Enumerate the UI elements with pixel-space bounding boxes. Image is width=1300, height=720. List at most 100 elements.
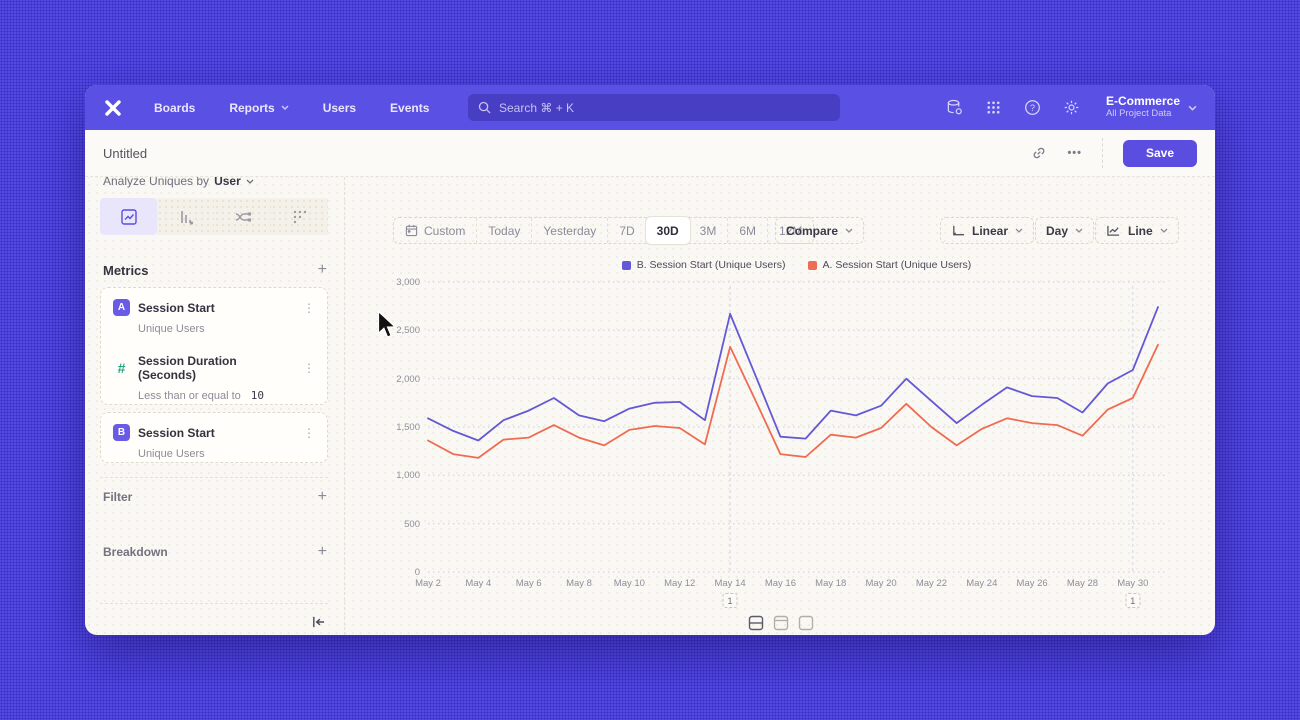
metric-subtitle[interactable]: Unique Users (138, 323, 205, 335)
metric-title: Session Start (138, 300, 215, 315)
metric-row-duration[interactable]: # Session Duration (Seconds) ⋮ Less than… (101, 354, 327, 402)
bar-chart-tab-icon (180, 210, 193, 225)
x-tick-label: May 6 (515, 578, 542, 589)
query-builder-sidebar: Analyze Uniques by User (85, 177, 345, 635)
y-tick-label: 2,500 (396, 325, 420, 337)
chart-legend: B. Session Start (Unique Users) A. Sessio… (428, 259, 1165, 271)
chevron-down-icon (1188, 105, 1197, 111)
line-chart-icon (1106, 224, 1121, 237)
nav-item-users[interactable]: Users (322, 100, 357, 115)
date-range-selector: Custom Today Yesterday 7D 30D 3M 6M 12M (393, 217, 815, 244)
kebab-menu-icon[interactable]: ⋮ (303, 361, 315, 375)
metric-condition[interactable]: Less than or equal to 10 (138, 389, 264, 402)
metric-title: Session Duration (Seconds) (138, 354, 237, 382)
split-view-icon[interactable] (748, 615, 764, 631)
x-tick-label: May 30 (1117, 578, 1149, 589)
range-6m[interactable]: 6M (728, 218, 769, 243)
x-tick-label: May 10 (613, 578, 645, 589)
kebab-menu-icon[interactable]: ⋮ (303, 300, 315, 315)
range-7d[interactable]: 7D (608, 218, 647, 243)
tab-flows[interactable] (214, 198, 271, 235)
metric-row-b[interactable]: B Session Start ⋮ Unique Users (101, 424, 327, 460)
report-type-tabs (100, 198, 328, 235)
apps-grid-icon[interactable] (985, 99, 1002, 116)
y-axis-labels: 0 500 1,000 1,500 2,000 2,500 3,000 (375, 277, 420, 578)
chevron-down-icon (845, 228, 853, 233)
metric-subtitle[interactable]: Unique Users (138, 448, 205, 460)
settings-gear-icon[interactable] (1063, 99, 1080, 116)
compare-button[interactable]: Compare (775, 217, 865, 244)
range-custom[interactable]: Custom (394, 218, 478, 243)
range-today[interactable]: Today (477, 218, 533, 243)
divider (1102, 138, 1103, 168)
collapse-sidebar-icon[interactable] (311, 615, 326, 634)
x-tick-label: May 18 (815, 578, 847, 589)
chart-only-view-icon[interactable] (798, 615, 814, 631)
legend-label: A. Session Start (Unique Users) (822, 259, 972, 271)
add-filter-button[interactable]: + (317, 488, 327, 505)
chart-panel: Custom Today Yesterday 7D 30D 3M 6M 12M … (345, 177, 1215, 635)
nav-item-reports[interactable]: Reports (212, 101, 305, 115)
mixpanel-logo-icon[interactable] (103, 98, 123, 118)
legend-item[interactable]: B. Session Start (Unique Users) (621, 259, 786, 271)
divider (100, 477, 328, 478)
search-input[interactable]: Search ⌘ + K (468, 94, 840, 121)
range-12m[interactable]: 12M (779, 223, 803, 238)
save-button[interactable]: Save (1123, 139, 1197, 167)
scale-selector[interactable]: Linear (940, 217, 1035, 244)
range-3m[interactable]: 3M (689, 218, 729, 243)
report-title-bar: Untitled ••• Save (85, 130, 1215, 177)
filter-section: Filter + (103, 489, 327, 505)
x-tick-label: May 14 (714, 578, 746, 589)
x-tick-label: May 12 (664, 578, 696, 589)
metric-badge-b: B (113, 424, 130, 441)
svg-text:?: ? (1030, 103, 1035, 113)
project-selector[interactable]: E-Commerce All Project Data (1105, 94, 1197, 120)
x-axis-labels: May 2 May 4 May 6 May 8 May 10 May 12 May 14 Ma… (415, 578, 1165, 590)
granularity-selector[interactable]: Day (1035, 217, 1095, 244)
nav-item-boards[interactable]: Boards (154, 100, 196, 115)
nav-item-events[interactable]: Events (390, 100, 430, 115)
analyze-uniques-row[interactable]: Analyze Uniques by User (103, 177, 254, 190)
line-chart-tab-icon (120, 208, 137, 225)
legend-label: B. Session Start (Unique Users) (636, 259, 786, 271)
breakdown-section: Breakdown + (103, 544, 327, 560)
view-layout-toggles (748, 615, 814, 631)
y-tick-label: 1,000 (396, 470, 420, 482)
range-30d[interactable]: 30D (645, 217, 690, 244)
add-metric-button[interactable]: + (317, 261, 327, 278)
range-yesterday[interactable]: Yesterday (532, 218, 609, 243)
project-scope: All Project Data (1105, 107, 1172, 119)
y-tick-label: 500 (404, 518, 420, 530)
chevron-down-icon (1075, 228, 1083, 233)
annotation-badge[interactable]: 1 (1125, 593, 1141, 608)
x-tick-label: May 20 (865, 578, 897, 589)
axis-scale-icon (951, 224, 965, 237)
tab-insights[interactable] (100, 198, 157, 235)
chart-with-table-view-icon[interactable] (773, 615, 789, 631)
data-management-icon[interactable] (946, 99, 963, 116)
y-tick-label: 2,000 (396, 373, 420, 385)
report-title[interactable]: Untitled (103, 145, 148, 161)
metric-row-a[interactable]: A Session Start ⋮ Unique Users (101, 299, 327, 335)
y-tick-label: 3,000 (396, 277, 420, 288)
kebab-menu-icon[interactable]: ⋮ (303, 425, 315, 440)
more-options-button[interactable]: ••• (1067, 147, 1082, 159)
legend-item[interactable]: A. Session Start (Unique Users) (807, 259, 972, 271)
line-chart[interactable] (427, 281, 1165, 573)
x-tick-label: May 26 (1016, 578, 1048, 589)
add-breakdown-button[interactable]: + (317, 543, 327, 560)
chart-type-selector[interactable]: Line (1095, 217, 1179, 244)
metric-card[interactable]: B Session Start ⋮ Unique Users (100, 412, 328, 463)
tab-funnels[interactable] (157, 198, 214, 235)
series-line[interactable] (427, 306, 1159, 442)
metric-card[interactable]: A Session Start ⋮ Unique Users # Session… (100, 287, 328, 405)
series-line[interactable] (427, 343, 1159, 459)
x-tick-label: May 28 (1066, 578, 1099, 589)
tab-retention[interactable] (271, 198, 328, 235)
share-link-icon[interactable] (1031, 145, 1047, 161)
metric-title: Session Start (138, 425, 215, 440)
help-icon[interactable]: ? (1024, 99, 1041, 116)
annotation-badge[interactable]: 1 (722, 593, 738, 608)
condition-value[interactable]: 10 (250, 389, 264, 402)
